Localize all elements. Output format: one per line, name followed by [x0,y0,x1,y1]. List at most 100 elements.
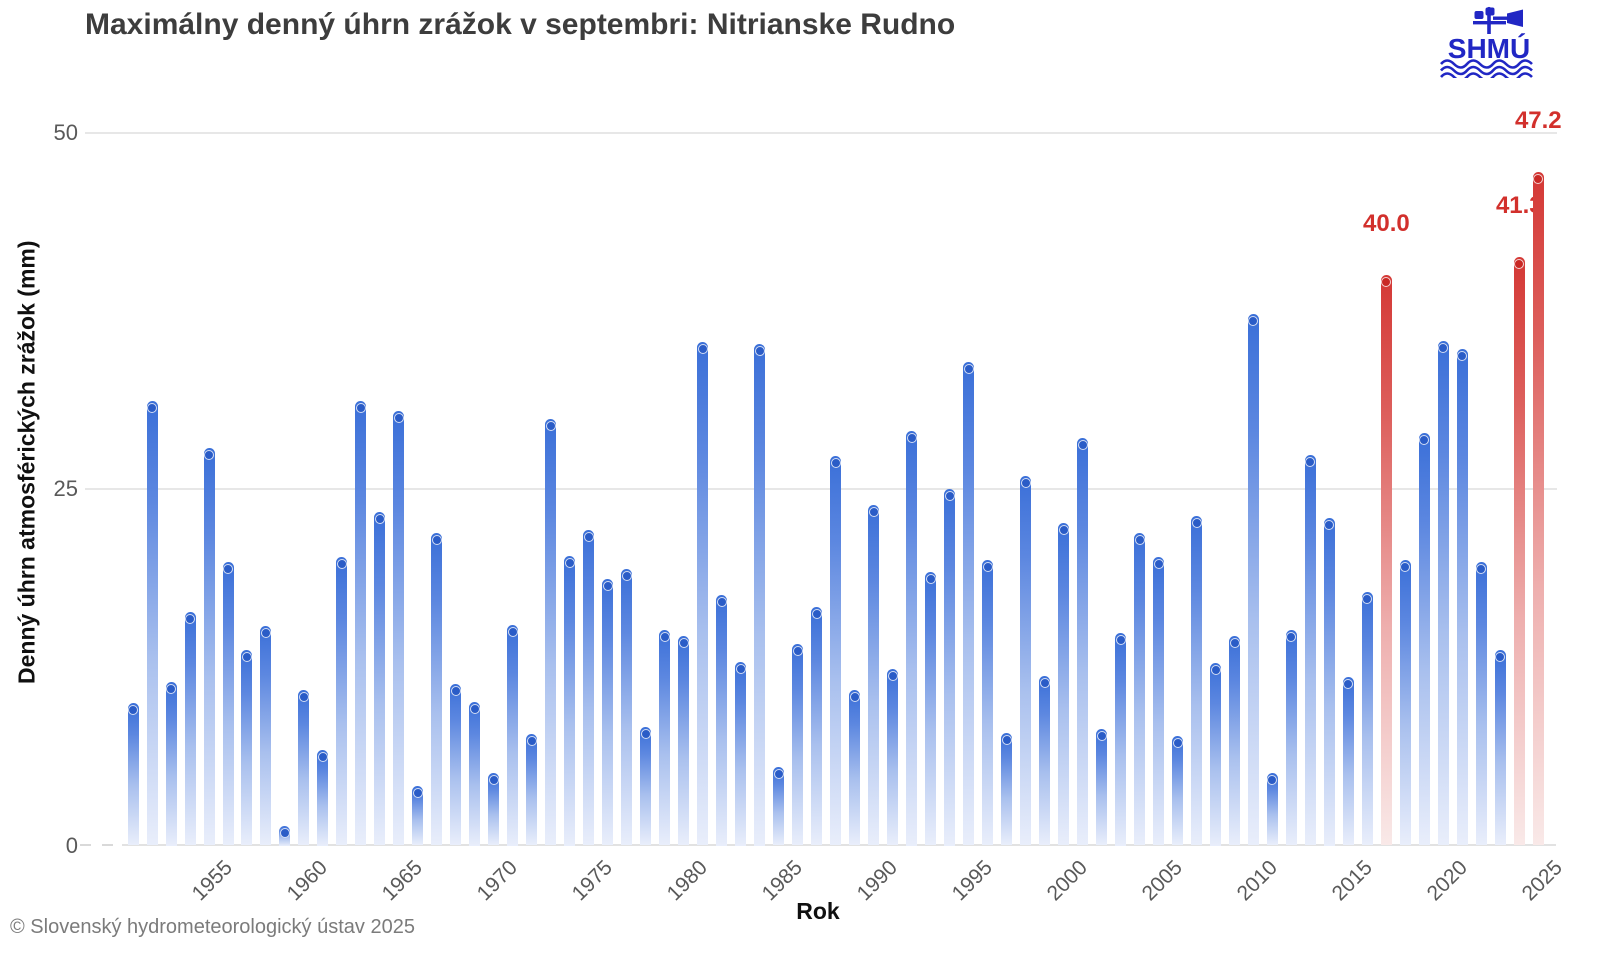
bar-1982[interactable] [716,594,728,846]
bar-cap-dot [830,458,841,469]
bar-2009[interactable] [1229,635,1240,846]
bar-cap-dot [849,692,860,703]
bar-2024[interactable] [1513,256,1525,846]
bar-1954[interactable] [184,611,196,846]
bar-2011[interactable] [1266,772,1278,846]
bar-2019[interactable] [1418,433,1430,846]
bar-1991[interactable] [887,668,899,846]
bar-1956[interactable] [222,561,234,846]
bar-2003[interactable] [1115,633,1126,846]
bar-1962[interactable] [336,557,348,846]
bar-1969[interactable] [469,701,481,846]
bar-2005[interactable] [1153,557,1164,846]
bar-1974[interactable] [564,556,576,846]
x-tick-label-1965: 1965 [377,856,428,906]
bar-1964[interactable] [374,511,386,846]
bar-1957[interactable] [241,650,253,846]
bar-1967[interactable] [431,533,443,846]
bar-2023[interactable] [1494,650,1506,846]
bar-cap-dot [754,345,765,356]
bar-cap-dot [1267,774,1278,785]
x-tick-label-2005: 2005 [1137,856,1187,906]
bar-1965[interactable] [393,410,405,846]
bar-1952[interactable] [146,400,158,846]
bar-1977[interactable] [621,568,633,846]
y-axis-title: Denný úhrn atmosférických zrážok (mm) [13,240,40,684]
x-tick-label-2025: 2025 [1517,856,1567,906]
bar-1973[interactable] [545,419,557,846]
bar-cap-dot [944,491,955,501]
bar-1976[interactable] [602,578,614,846]
bar-1955[interactable] [203,447,215,846]
bar-2014[interactable] [1323,517,1335,846]
y-tick-label-50: 50 [53,119,78,145]
bar-1988[interactable] [830,456,842,846]
bar-1959[interactable] [279,825,291,846]
bar-cap-dot [185,613,195,624]
bar-1963[interactable] [355,400,367,846]
bar-1995[interactable] [963,362,975,846]
bar-1978[interactable] [640,727,652,846]
bar-cap-dot [336,559,347,570]
bar-1996[interactable] [982,560,994,846]
bar-2012[interactable] [1285,630,1297,846]
copyright-note: © Slovenský hydrometeorologický ústav 20… [10,916,415,938]
bar-2007[interactable] [1191,516,1202,846]
bar-cap-dot [1457,351,1468,362]
bar-1968[interactable] [450,684,462,846]
bar-cap-dot [583,532,594,543]
y-tick-label-25: 25 [53,476,78,501]
bar-cap-dot [1362,593,1373,604]
bar-1970[interactable] [488,772,500,846]
bar-2008[interactable] [1210,663,1221,846]
bar-2020[interactable] [1437,340,1449,846]
bar-1998[interactable] [1020,476,1032,846]
bar-2006[interactable] [1172,735,1183,846]
bar-2004[interactable] [1134,533,1145,846]
bar-1958[interactable] [260,625,272,846]
bar-1985[interactable] [773,767,785,846]
bar-1986[interactable] [792,644,804,846]
bar-1981[interactable] [697,342,709,846]
x-tick-label-1995: 1995 [947,856,997,906]
bar-1960[interactable] [298,690,310,846]
bar-cap-dot [697,344,708,355]
bar-1975[interactable] [583,530,595,846]
bar-2015[interactable] [1342,677,1354,846]
bar-1984[interactable] [754,343,766,846]
bar-1997[interactable] [1001,732,1013,846]
bar-1992[interactable] [906,430,918,846]
bar-1951[interactable] [127,702,139,846]
bar-1961[interactable] [317,750,329,846]
bar-1966[interactable] [412,785,424,846]
bar-1971[interactable] [507,624,519,846]
x-axis-title: Rok [796,898,840,924]
bar-1983[interactable] [735,661,747,846]
bar-1953[interactable] [165,681,177,846]
bar-cap-dot [925,573,936,584]
bar-1994[interactable] [944,489,956,846]
bar-2010[interactable] [1247,313,1259,846]
bar-2022[interactable] [1475,561,1487,846]
bar-1989[interactable] [849,690,861,846]
bar-2021[interactable] [1456,349,1468,846]
bar-2025[interactable] [1532,172,1544,846]
bar-1993[interactable] [925,571,937,846]
bar-2016[interactable] [1361,591,1373,846]
bar-1979[interactable] [659,630,671,846]
bar-2002[interactable] [1096,728,1107,846]
bar-2000[interactable] [1058,523,1069,846]
bar-cap-dot [298,692,309,703]
bar-1999[interactable] [1039,675,1050,846]
bar-2001[interactable] [1077,437,1088,846]
bar-2018[interactable] [1399,560,1411,846]
bar-1980[interactable] [678,635,690,846]
bar-2013[interactable] [1304,454,1316,846]
bar-2017[interactable] [1380,275,1392,846]
bar-1972[interactable] [526,734,538,846]
bar-cap-dot [507,626,518,637]
bar-1990[interactable] [868,504,880,846]
bar-1987[interactable] [811,607,823,846]
bar-cap-dot [1039,677,1050,688]
